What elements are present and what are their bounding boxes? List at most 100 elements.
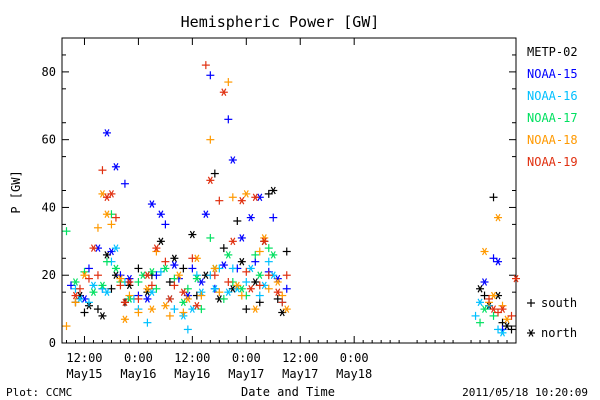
point-noaa-16-north [89,281,98,290]
marker-stroke [270,186,276,195]
point-noaa-18-north [494,213,503,222]
marker-stroke [149,200,155,208]
point-noaa-18-north [233,281,242,290]
point-noaa-19-south [201,61,210,70]
point-noaa-18-south [165,311,174,320]
point-metp-02-south [507,325,516,334]
marker-stroke [104,251,110,259]
point-noaa-15-north [102,129,111,137]
marker-stroke [144,271,150,280]
marker-stroke [113,244,119,252]
point-noaa-15-north [219,261,228,269]
y-tick-label: 60 [42,133,56,147]
marker-stroke [243,190,249,198]
marker-stroke [482,278,488,286]
marker-stroke [194,274,200,283]
marker-stroke [495,257,501,266]
y-tick-label: 40 [42,200,56,214]
y-tick-label: 20 [42,268,56,282]
marker-stroke [261,237,267,246]
marker-stroke [252,305,258,313]
point-noaa-19-north [192,301,201,310]
point-noaa-19-north [260,237,269,246]
marker-stroke [180,298,186,307]
marker-stroke [77,291,83,300]
point-noaa-18-north [102,210,111,219]
marker-stroke [194,301,200,310]
point-noaa-16-south [84,298,93,307]
point-noaa-18-south [264,284,273,293]
marker-legend-south: south [541,296,577,310]
point-noaa-15-south [188,264,197,273]
point-noaa-16-north [102,288,111,296]
x-tick-label-date: May15 [66,367,102,381]
point-noaa-19-south [242,267,251,276]
marker-stroke [499,305,506,313]
marker-stroke [230,284,236,293]
point-metp-02-north [125,281,134,290]
point-noaa-19-south [255,281,264,290]
point-metp-02-south [489,193,498,202]
point-noaa-17-south [264,244,273,253]
marker-stroke [185,291,191,300]
point-noaa-18-north [489,291,498,300]
x-tick-label-time: 0:00 [340,351,369,365]
marker-stroke [104,288,110,296]
point-metp-02-south [179,264,188,273]
point-noaa-17-north [224,251,233,259]
point-noaa-18-north [242,190,251,198]
point-noaa-19-north [125,278,134,286]
marker-stroke [162,264,168,273]
marker-stroke [212,284,218,293]
point-noaa-19-south [98,166,107,175]
point-noaa-15-north [237,234,246,242]
point-noaa-17-north [192,274,201,283]
point-noaa-19-north [498,305,507,313]
point-noaa-16-south [170,305,179,314]
marker-stroke [104,210,110,219]
point-noaa-18-south [107,220,116,229]
marker-stroke [275,274,281,283]
point-noaa-17-north [255,271,264,280]
marker-stroke [198,278,204,286]
point-metp-02-south [273,294,282,303]
point-noaa-19-south [111,213,120,222]
point-noaa-18-north [503,315,512,324]
marker-stroke [216,295,222,303]
point-noaa-17-south [219,294,228,303]
marker-stroke [99,281,105,290]
marker-stroke [225,251,231,259]
marker-stroke [117,274,123,283]
marker-stroke [275,278,281,286]
marker-stroke [491,305,497,313]
point-noaa-17-south [134,278,143,286]
point-noaa-17-north [161,264,170,273]
marker-stroke [126,281,132,290]
point-noaa-16-south [255,291,264,300]
point-noaa-19-south [282,271,291,280]
point-noaa-18-south [62,322,71,331]
marker-stroke [261,234,267,242]
point-noaa-19-north [512,274,520,283]
legend-entry-noaa-19: NOAA-19 [527,155,578,169]
marker-stroke [126,274,132,283]
legend-entry-noaa-15: NOAA-15 [527,67,578,81]
point-noaa-19-north [219,88,228,97]
marker-stroke [158,210,164,219]
point-noaa-15-north [246,213,255,222]
x-axis: 12:00 May15 0:00 May16 12:00 May16 0:00 May17 12… [65,38,508,381]
point-noaa-19-south [210,271,219,280]
marker-stroke [149,268,155,276]
marker-stroke [284,305,290,313]
point-noaa-18-south [125,291,134,300]
point-noaa-15-north [228,156,237,164]
marker-stroke [504,322,510,330]
marker-stroke [158,237,164,246]
point-noaa-18-south [237,291,246,300]
legend-entry-noaa-17: NOAA-17 [527,111,578,125]
point-metp-02-north [237,257,246,266]
point-metp-02-south [210,169,219,178]
point-noaa-17-south [102,257,111,266]
x-tick-label-date: May17 [228,367,264,381]
